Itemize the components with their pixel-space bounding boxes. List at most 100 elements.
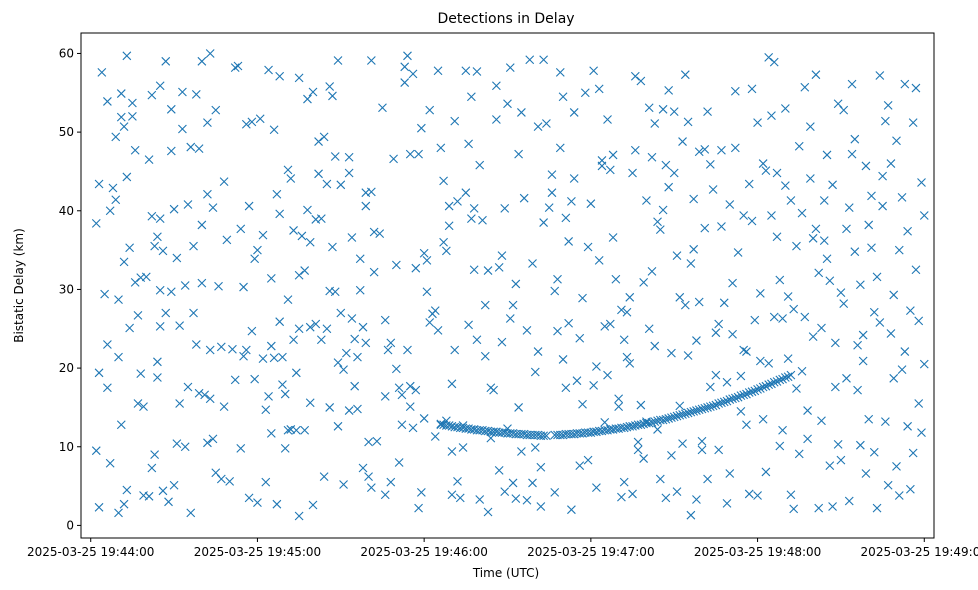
data-point [336,180,346,190]
data-point [822,150,832,160]
data-point [919,211,929,220]
data-point [316,335,326,345]
data-point [275,209,285,219]
data-point [208,203,218,213]
data-point [644,103,654,113]
data-point [155,285,165,295]
data-point [919,359,929,369]
data-point [411,263,421,273]
data-point [789,304,799,314]
data-point [447,447,457,456]
data-point [178,87,187,97]
data-point [675,410,685,420]
data-point [683,408,693,418]
data-point [728,329,737,339]
data-point [775,441,785,451]
data-point [769,312,779,322]
data-point [344,152,354,162]
data-point [600,322,610,331]
data-point [717,222,726,231]
data-point [561,383,571,393]
data-point [853,385,862,395]
data-point [350,381,360,391]
data-point [489,385,498,395]
data-point [761,381,771,391]
data-point [155,214,165,224]
data-point [911,83,921,93]
data-point [830,338,840,348]
data-point [111,195,121,205]
x-tick-label: 2025-03-25 19:45:00 [194,545,321,559]
data-point [175,321,185,331]
data-point [386,477,396,487]
data-point [311,319,321,329]
data-point [116,112,126,122]
data-point [817,323,826,333]
data-point [767,211,776,220]
data-point [375,229,385,238]
data-point [447,379,457,389]
data-point [728,278,737,288]
data-point [878,171,887,181]
data-point [547,170,557,179]
data-point [717,145,726,155]
data-point [325,403,335,412]
data-point [483,507,493,517]
data-point [403,51,412,61]
data-point [730,393,740,403]
data-point [539,218,549,227]
data-point [639,454,649,463]
data-point [461,188,471,198]
data-point [780,373,790,382]
data-point [553,274,562,284]
data-point [444,421,454,430]
data-point [372,436,382,446]
data-point [133,399,143,408]
data-point [742,347,751,356]
data-point [872,503,882,513]
data-point [116,420,126,430]
data-point [425,105,435,115]
data-point [683,117,693,127]
data-point [878,201,887,211]
data-point [280,389,290,399]
data-point [842,373,851,383]
data-point [575,333,585,343]
data-point [703,107,712,117]
data-point [703,403,712,412]
data-point [491,115,501,124]
x-tick-label: 2025-03-25 19:48:00 [694,545,821,559]
data-point [530,367,540,377]
data-point [239,282,248,292]
data-point [830,382,840,392]
data-point [314,169,323,179]
data-point [697,445,707,455]
data-point [94,179,104,189]
data-point [614,402,624,412]
data-point [269,353,279,363]
data-point [314,137,323,146]
data-point [508,478,518,488]
data-point [380,315,390,325]
data-point [711,400,721,410]
data-point [625,292,635,302]
data-point [689,406,699,416]
data-point [828,502,837,511]
data-point [555,143,565,153]
data-point [166,287,176,297]
data-point [364,437,373,447]
data-point [436,419,446,429]
data-point [555,67,565,77]
data-point [236,443,246,453]
data-point [783,292,793,301]
y-tick-label: 10 [59,440,74,454]
data-point [542,119,551,128]
data-point [622,307,632,317]
data-point [903,421,912,431]
data-point [347,314,357,323]
data-point [166,104,176,114]
data-point [689,194,699,204]
data-point [266,274,276,283]
data-point [419,248,429,258]
